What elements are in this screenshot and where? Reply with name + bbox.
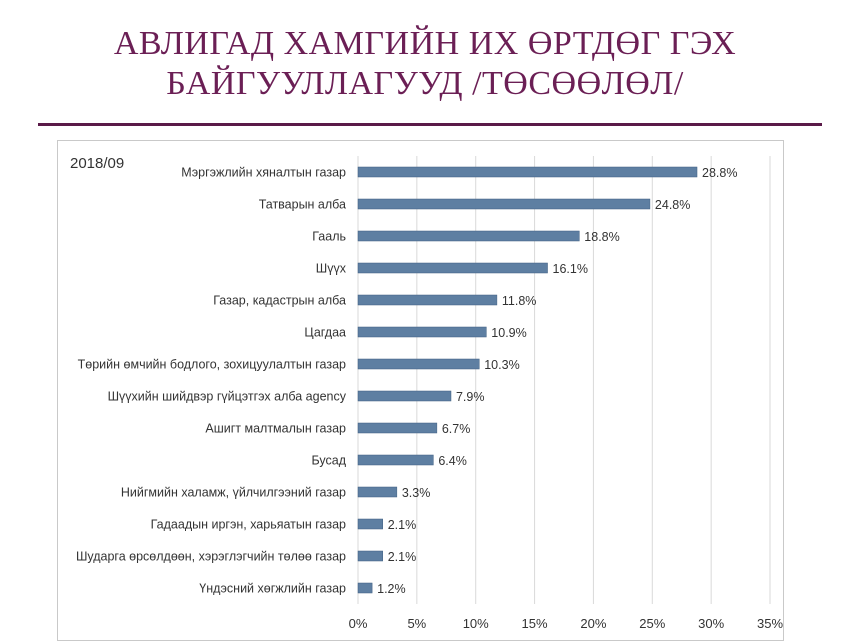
data-label: 6.4% xyxy=(438,454,467,468)
category-label: Шударга өрсөлдөөн, хэрэглэгчийн төлөө га… xyxy=(76,550,346,564)
category-label: Бусад xyxy=(311,454,346,468)
x-tick-label: 15% xyxy=(522,616,548,631)
x-tick-label: 25% xyxy=(639,616,665,631)
category-label: Нийгмийн халамж, үйлчилгээний газар xyxy=(121,486,346,500)
category-label: Ашигт малтмалын газар xyxy=(205,422,346,436)
category-label: Төрийн өмчийн бодлого, зохицуулалтын газ… xyxy=(78,358,346,372)
data-label: 1.2% xyxy=(377,582,406,596)
bar xyxy=(357,390,452,402)
category-label: Гадаадын иргэн, харьяатын газар xyxy=(151,518,346,532)
title-line-2: БАЙГУУЛЛАГУУД /ТӨСӨӨЛӨЛ/ xyxy=(166,65,684,102)
title-line-1: АВЛИГАД ХАМГИЙН ИХ ӨРТДӨГ ГЭХ xyxy=(113,25,737,62)
x-tick-label: 20% xyxy=(580,616,606,631)
x-tick-label: 30% xyxy=(698,616,724,631)
data-label: 3.3% xyxy=(402,486,431,500)
data-label: 2.1% xyxy=(388,550,417,564)
bar xyxy=(357,422,438,434)
bar xyxy=(357,454,434,466)
title-divider xyxy=(38,123,822,126)
data-label: 10.9% xyxy=(491,326,526,340)
category-label: Мэргэжлийн хяналтын газар xyxy=(181,166,346,180)
category-label: Шүүх xyxy=(316,262,347,276)
bar xyxy=(357,358,480,370)
data-label: 10.3% xyxy=(484,358,519,372)
chart-panel xyxy=(57,140,784,641)
bar xyxy=(357,262,548,274)
x-tick-label: 0% xyxy=(349,616,368,631)
data-label: 7.9% xyxy=(456,390,485,404)
bar xyxy=(357,550,383,562)
bar xyxy=(357,326,487,338)
data-label: 18.8% xyxy=(584,230,619,244)
category-label: Цагдаа xyxy=(304,326,346,340)
category-label: Шүүхийн шийдвэр гүйцэтгэх алба agency xyxy=(108,390,347,404)
bar xyxy=(357,198,651,210)
bar xyxy=(357,230,580,242)
data-label: 28.8% xyxy=(702,166,737,180)
data-label: 24.8% xyxy=(655,198,690,212)
bar xyxy=(357,294,498,306)
bar xyxy=(357,166,698,178)
data-label: 6.7% xyxy=(442,422,471,436)
data-label: 11.8% xyxy=(502,294,537,308)
bar xyxy=(357,582,373,594)
bar xyxy=(357,518,383,530)
bar xyxy=(357,486,398,498)
category-label: Гааль xyxy=(312,230,346,244)
category-label: Газар, кадастрын алба xyxy=(213,294,346,308)
category-label: Үндэсний хөгжлийн газар xyxy=(199,582,346,596)
page-title: АВЛИГАД ХАМГИЙН ИХ ӨРТДӨГ ГЭХ БАЙГУУЛЛАГ… xyxy=(0,24,850,104)
period-label: 2018/09 xyxy=(70,155,125,172)
category-label: Татварын алба xyxy=(259,198,346,212)
data-label: 16.1% xyxy=(553,262,588,276)
x-tick-label: 35% xyxy=(757,616,783,631)
data-label: 2.1% xyxy=(388,518,417,532)
x-tick-label: 10% xyxy=(463,616,489,631)
x-tick-label: 5% xyxy=(407,616,426,631)
